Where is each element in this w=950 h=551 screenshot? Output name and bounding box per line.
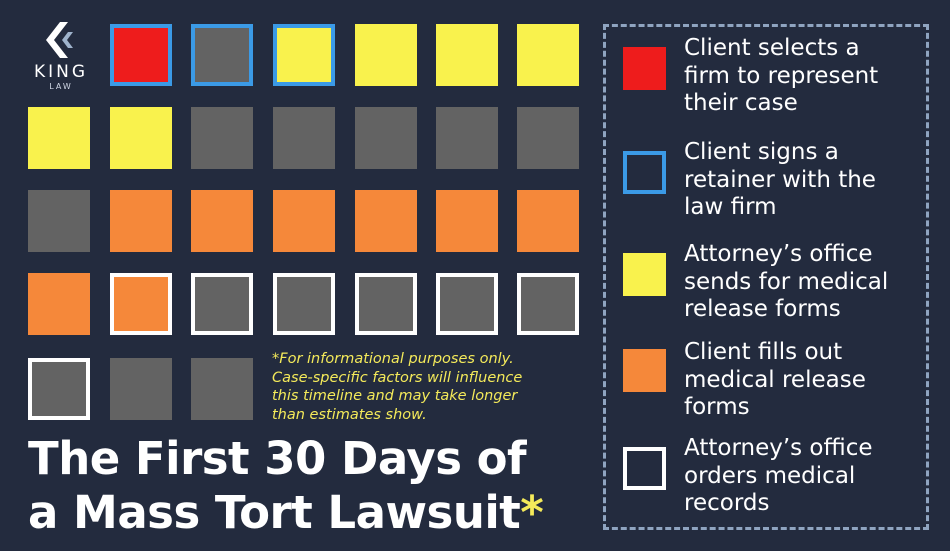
page-title: The First 30 Days of a Mass Tort Lawsuit… xyxy=(28,432,598,540)
title-asterisk: * xyxy=(520,486,544,539)
legend-label-line: medical release xyxy=(684,366,866,393)
disclaimer-line: this timeline and may take longer xyxy=(272,388,518,404)
legend: Client selects a firm to represent their… xyxy=(603,24,929,530)
day-square-23 xyxy=(191,273,253,335)
day-square-2 xyxy=(191,24,253,86)
legend-label-line: forms xyxy=(684,394,750,420)
title-line-1: The First 30 Days of xyxy=(28,432,527,485)
legend-label-line: law firm xyxy=(684,194,777,220)
day-square-25 xyxy=(355,273,417,335)
legend-label-line: orders medical xyxy=(684,462,856,489)
day-square-6 xyxy=(517,24,579,86)
day-square-21 xyxy=(28,273,90,335)
day-square-19 xyxy=(436,190,498,252)
day-square-3 xyxy=(273,24,335,86)
day-square-13 xyxy=(517,107,579,169)
thirty-day-grid xyxy=(0,0,600,430)
day-square-28 xyxy=(28,358,90,420)
legend-label-line: Client signs a xyxy=(684,139,839,165)
day-square-26 xyxy=(436,273,498,335)
day-square-9 xyxy=(191,107,253,169)
legend-label-line: records xyxy=(684,490,770,516)
legend-swatch-yellow xyxy=(623,253,666,296)
day-square-20 xyxy=(517,190,579,252)
legend-label: Attorney’s office orders medical records xyxy=(684,435,924,518)
day-square-24 xyxy=(273,273,335,335)
day-square-8 xyxy=(110,107,172,169)
logo-brand-sub: LAW xyxy=(49,82,73,91)
disclaimer-line: Case-specific factors will influence xyxy=(272,369,523,386)
legend-label: Client signs a retainer with the law fir… xyxy=(684,139,924,222)
legend-label-line: Attorney’s office xyxy=(684,241,873,267)
legend-label: Client selects a firm to represent their… xyxy=(684,35,924,118)
legend-swatch-white-outline xyxy=(623,447,666,490)
day-square-27 xyxy=(517,273,579,335)
legend-swatch-blue-outline xyxy=(623,151,666,194)
day-square-4 xyxy=(355,24,417,86)
day-square-17 xyxy=(273,190,335,252)
day-square-15 xyxy=(110,190,172,252)
day-square-12 xyxy=(436,107,498,169)
legend-label-line: firm to represent xyxy=(684,62,879,89)
legend-label-line: Client selects a xyxy=(684,35,860,61)
day-square-10 xyxy=(273,107,335,169)
disclaimer-note: *For informational purposes only. Case-s… xyxy=(272,350,590,424)
day-square-30 xyxy=(191,358,253,420)
legend-label: Client fills out medical release forms xyxy=(684,339,924,422)
day-square-5 xyxy=(436,24,498,86)
legend-label-line: retainer with the xyxy=(684,166,876,193)
legend-swatch-orange xyxy=(623,349,666,392)
legend-label-line: their case xyxy=(684,90,798,116)
day-square-29 xyxy=(110,358,172,420)
day-square-22 xyxy=(110,273,172,335)
title-line-2: a Mass Tort Lawsuit* xyxy=(28,486,598,540)
day-square-14 xyxy=(28,190,90,252)
logo-brand-name: KING xyxy=(33,62,89,82)
disclaimer-line: *For informational purposes only. xyxy=(272,351,514,367)
legend-label: Attorney’s office sends for medical rele… xyxy=(684,241,924,324)
day-square-16 xyxy=(191,190,253,252)
title-line-2-text: a Mass Tort Lawsuit xyxy=(28,486,521,539)
day-square-18 xyxy=(355,190,417,252)
legend-label-line: release forms xyxy=(684,296,841,322)
legend-label-line: Client fills out xyxy=(684,339,843,365)
chevron-logo-icon xyxy=(46,22,73,58)
day-square-7 xyxy=(28,107,90,169)
legend-swatch-red xyxy=(623,47,666,90)
day-square-11 xyxy=(355,107,417,169)
day-square-1 xyxy=(110,24,172,86)
king-law-logo: KING LAW xyxy=(28,22,94,92)
legend-label-line: sends for medical xyxy=(684,268,889,295)
legend-label-line: Attorney’s office xyxy=(684,435,873,461)
disclaimer-line: than estimates show. xyxy=(272,406,427,423)
